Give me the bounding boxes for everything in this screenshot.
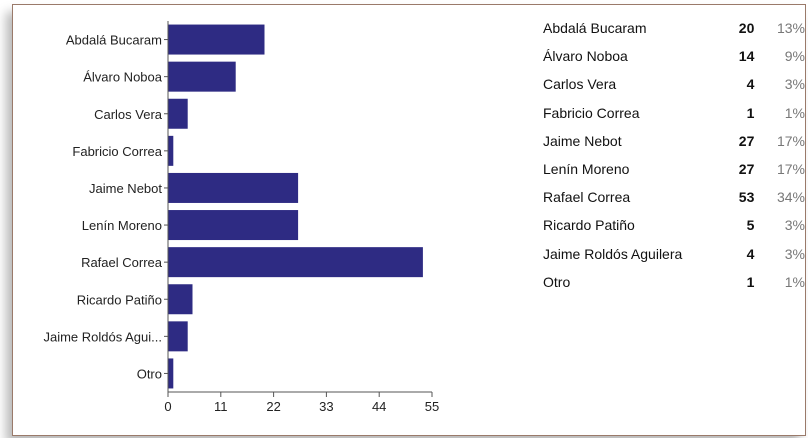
summary-count: 1 bbox=[746, 104, 755, 121]
y-tick-label: Abdalá Bucaram bbox=[66, 33, 162, 48]
summary-count: 20 bbox=[738, 20, 755, 37]
table-row: Jaime Roldós Aguilera 4 3% bbox=[543, 240, 805, 268]
summary-name: Ricardo Patiño bbox=[543, 217, 635, 234]
table-row: Otro 1 1% bbox=[543, 268, 805, 296]
bar bbox=[168, 135, 174, 166]
table-row: Álvaro Noboa 14 9% bbox=[543, 42, 805, 70]
y-tick-label: Otro bbox=[137, 366, 162, 381]
bar bbox=[168, 321, 188, 352]
x-tick-label: 33 bbox=[319, 399, 333, 414]
y-tick-label: Ricardo Patiño bbox=[77, 292, 162, 307]
summary-name: Lenín Moreno bbox=[543, 161, 630, 178]
bar bbox=[168, 61, 236, 92]
table-row: Fabricio Correa 1 1% bbox=[543, 99, 805, 127]
summary-name: Abdalá Bucaram bbox=[543, 20, 647, 37]
summary-count: 14 bbox=[738, 48, 755, 65]
table-row: Abdalá Bucaram 20 13% bbox=[543, 14, 805, 42]
x-tick-label: 44 bbox=[372, 399, 386, 414]
summary-name: Rafael Correa bbox=[543, 189, 631, 206]
y-tick-label: Álvaro Noboa bbox=[83, 70, 163, 85]
summary-percent: 13% bbox=[776, 20, 805, 37]
bar bbox=[168, 284, 193, 315]
y-tick-label: Jaime Nebot bbox=[89, 181, 162, 196]
bar bbox=[168, 24, 265, 55]
x-tick-label: 0 bbox=[164, 399, 171, 414]
summary-count: 4 bbox=[746, 76, 755, 93]
y-tick-label: Carlos Vera bbox=[94, 107, 163, 122]
bar bbox=[168, 358, 174, 389]
bar bbox=[168, 172, 299, 203]
table-row: Carlos Vera 4 3% bbox=[543, 70, 805, 98]
summary-name: Otro bbox=[543, 273, 571, 290]
bar bbox=[168, 247, 423, 278]
y-tick-label: Rafael Correa bbox=[81, 255, 163, 270]
summary-percent: 3% bbox=[784, 76, 805, 93]
summary-percent: 3% bbox=[784, 217, 805, 234]
summary-count: 5 bbox=[746, 217, 755, 234]
summary-count: 1 bbox=[746, 273, 755, 290]
summary-table: Abdalá Bucaram 20 13% Álvaro Noboa 14 9% Carlo… bbox=[543, 14, 805, 296]
summary-percent: 1% bbox=[784, 104, 805, 121]
summary-count: 4 bbox=[746, 245, 755, 262]
table-row: Lenín Moreno 27 17% bbox=[543, 155, 805, 183]
y-tick-label: Jaime Roldós Agui... bbox=[43, 329, 162, 344]
x-tick-label: 55 bbox=[425, 399, 439, 414]
summary-count: 53 bbox=[738, 189, 755, 206]
summary-count: 27 bbox=[738, 161, 755, 178]
y-tick-label: Lenín Moreno bbox=[82, 218, 162, 233]
summary-name: Fabricio Correa bbox=[543, 104, 640, 121]
summary-name: Jaime Roldós Aguilera bbox=[543, 245, 683, 262]
summary-percent: 17% bbox=[776, 161, 805, 178]
table-row: Jaime Nebot 27 17% bbox=[543, 127, 805, 155]
summary-name: Carlos Vera bbox=[543, 76, 617, 93]
bar bbox=[168, 98, 188, 129]
bar bbox=[168, 210, 299, 241]
x-tick-label: 11 bbox=[214, 399, 228, 414]
y-tick-label: Fabricio Correa bbox=[72, 144, 162, 159]
summary-name: Álvaro Noboa bbox=[543, 48, 628, 65]
summary-percent: 34% bbox=[776, 189, 805, 206]
summary-percent: 17% bbox=[776, 132, 805, 149]
summary-count: 27 bbox=[738, 132, 755, 149]
chart-card: Abdalá Bucaram Álvaro Noboa Carlos Vera Fab… bbox=[12, 4, 806, 436]
table-row: Ricardo Patiño 5 3% bbox=[543, 211, 805, 239]
summary-percent: 9% bbox=[784, 48, 805, 65]
summary-percent: 3% bbox=[784, 245, 805, 262]
table-row: Rafael Correa 53 34% bbox=[543, 183, 805, 211]
x-tick-label: 22 bbox=[266, 399, 280, 414]
bar-chart: Abdalá Bucaram Álvaro Noboa Carlos Vera Fab… bbox=[43, 21, 439, 414]
summary-name: Jaime Nebot bbox=[543, 132, 622, 149]
summary-percent: 1% bbox=[784, 273, 805, 290]
